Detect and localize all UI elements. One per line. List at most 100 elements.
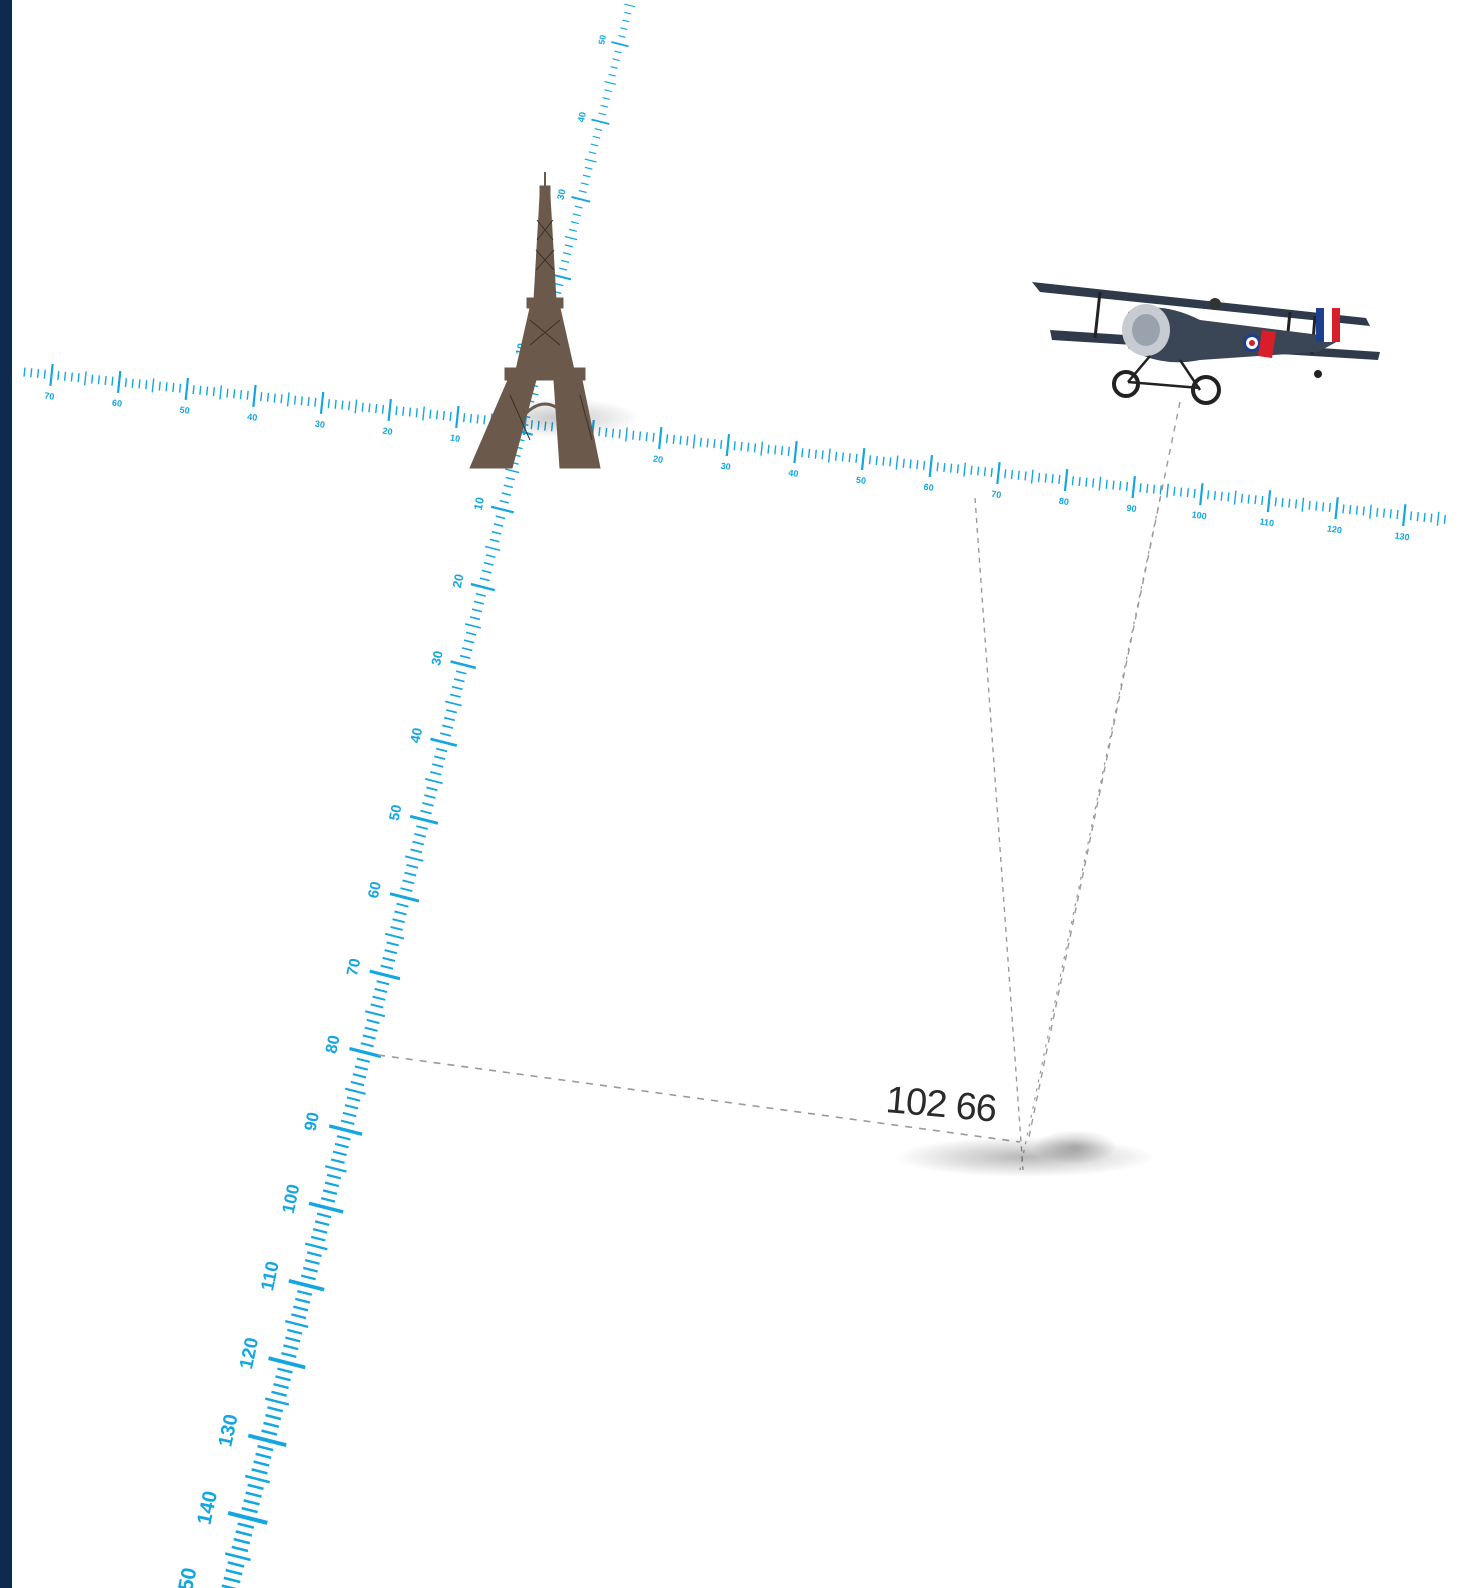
ruler-minor-tick — [1112, 480, 1115, 490]
ruler-minor-tick — [469, 413, 473, 423]
ruler-minor-tick — [435, 410, 439, 420]
ruler-tick-label: 50 — [596, 34, 608, 46]
ruler-tick-label: 30 — [314, 419, 325, 430]
ruler-minor-tick — [471, 608, 483, 613]
projection-line-from-plane-b — [1019, 497, 1161, 1171]
ruler-minor-tick — [463, 639, 475, 644]
ruler-minor-tick — [334, 399, 337, 409]
ruler-minor-tick — [580, 182, 589, 186]
ruler-minor-tick — [382, 956, 396, 962]
ruler-minor-tick — [283, 1344, 299, 1351]
ruler-minor-tick — [1301, 497, 1305, 512]
ruler-minor-tick — [340, 1119, 355, 1126]
ruler-minor-tick — [977, 466, 980, 476]
ruler-minor-tick — [622, 19, 630, 23]
ruler-tick-label: 120 — [1326, 523, 1342, 535]
ruler-tick-label: 50 — [855, 475, 866, 486]
ruler-minor-tick — [814, 449, 818, 459]
ruler-minor-tick — [505, 476, 515, 481]
ruler-minor-tick — [131, 378, 134, 388]
ruler-minor-tick — [956, 464, 960, 474]
ruler-minor-tick — [481, 569, 492, 574]
ruler-minor-tick — [1233, 490, 1237, 505]
ruler-minor-tick — [608, 73, 616, 77]
ruler-minor-tick — [632, 430, 635, 440]
ruler-minor-tick — [713, 439, 716, 449]
ruler-minor-tick — [620, 27, 628, 31]
ruler-minor-tick — [1105, 479, 1108, 489]
ruler-minor-tick — [1220, 491, 1223, 501]
ruler-minor-tick — [390, 925, 403, 931]
ruler-minor-tick — [848, 453, 851, 463]
ruler-minor-tick — [445, 709, 457, 714]
ruler-minor-tick — [949, 463, 953, 473]
ruler-minor-tick — [558, 267, 568, 271]
ruler-tick-label: 20 — [652, 454, 663, 465]
ruler-minor-tick — [232, 389, 236, 399]
ruler-minor-tick — [1010, 469, 1014, 480]
ruler-tick-label: 10 — [472, 496, 487, 511]
ruler-minor-tick — [479, 577, 490, 582]
ruler-minor-tick — [226, 388, 229, 398]
left-frame-bar — [0, 0, 12, 1588]
ruler-minor-tick — [1342, 504, 1345, 514]
ruler-minor-tick — [495, 515, 506, 520]
ruler-minor-tick — [97, 375, 101, 385]
ruler-minor-tick — [747, 442, 750, 452]
ruler-minor-tick — [936, 462, 939, 472]
ruler-minor-tick — [361, 402, 364, 412]
ruler-minor-tick — [330, 1158, 345, 1164]
ruler-minor-tick — [380, 964, 394, 970]
ruler-minor-tick — [366, 1018, 380, 1025]
ruler-minor-tick — [441, 724, 454, 729]
ruler-minor-tick — [386, 941, 400, 947]
ruler-minor-tick — [396, 902, 409, 908]
ruler-minor-tick — [344, 1087, 366, 1095]
ruler-major-tick — [996, 462, 1001, 485]
ruler-minor-tick — [465, 623, 482, 629]
ruler-major-tick — [450, 660, 477, 670]
ruler-minor-tick — [1179, 487, 1183, 497]
ruler-minor-tick — [277, 1367, 293, 1374]
ruler-tick-label: 30 — [428, 649, 446, 666]
ruler-minor-tick — [424, 777, 443, 785]
ruler-tick-label: 100 — [278, 1182, 304, 1215]
ruler-minor-tick — [124, 378, 128, 388]
ruler-minor-tick — [449, 411, 452, 421]
ruler-minor-tick — [600, 104, 609, 108]
ruler-minor-tick — [346, 1096, 361, 1102]
ruler-minor-tick — [430, 771, 442, 776]
ruler-minor-tick — [1315, 501, 1318, 511]
ruler-minor-tick — [604, 81, 616, 85]
ruler-minor-tick — [324, 1165, 347, 1173]
ruler-tick-label: 40 — [247, 412, 258, 423]
ruler-minor-tick — [104, 375, 107, 386]
ruler-major-tick — [430, 737, 458, 747]
ruler-major-tick — [49, 363, 54, 386]
ruler-minor-tick — [787, 446, 790, 456]
ruler-minor-tick — [1308, 500, 1311, 510]
ruler-major-tick — [1131, 476, 1136, 499]
ruler-major-tick — [1334, 497, 1339, 520]
ruler-minor-tick — [489, 538, 500, 543]
ruler-minor-tick — [247, 1483, 264, 1491]
ruler-minor-tick — [827, 448, 831, 463]
ruler-tick-label: 40 — [407, 726, 425, 744]
ruler-minor-tick — [287, 1328, 303, 1335]
ruler-minor-tick — [1416, 512, 1419, 522]
ruler-minor-tick — [23, 367, 26, 377]
ruler-minor-tick — [1328, 502, 1332, 513]
ruler-minor-tick — [83, 371, 87, 386]
ruler-major-tick — [319, 391, 325, 415]
ruler-minor-tick — [1409, 511, 1413, 521]
ruler-minor-tick — [574, 205, 583, 209]
ruler-minor-tick — [219, 385, 223, 400]
ruler-minor-tick — [1037, 472, 1041, 482]
ruler-major-tick — [268, 1356, 306, 1370]
ruler-minor-tick — [1044, 473, 1047, 483]
ruler-minor-tick — [462, 413, 466, 423]
ruler-minor-tick — [356, 1057, 371, 1063]
ruler-minor-tick — [225, 1568, 243, 1576]
ruler-minor-tick — [231, 1545, 249, 1553]
ruler-minor-tick — [265, 1413, 282, 1421]
